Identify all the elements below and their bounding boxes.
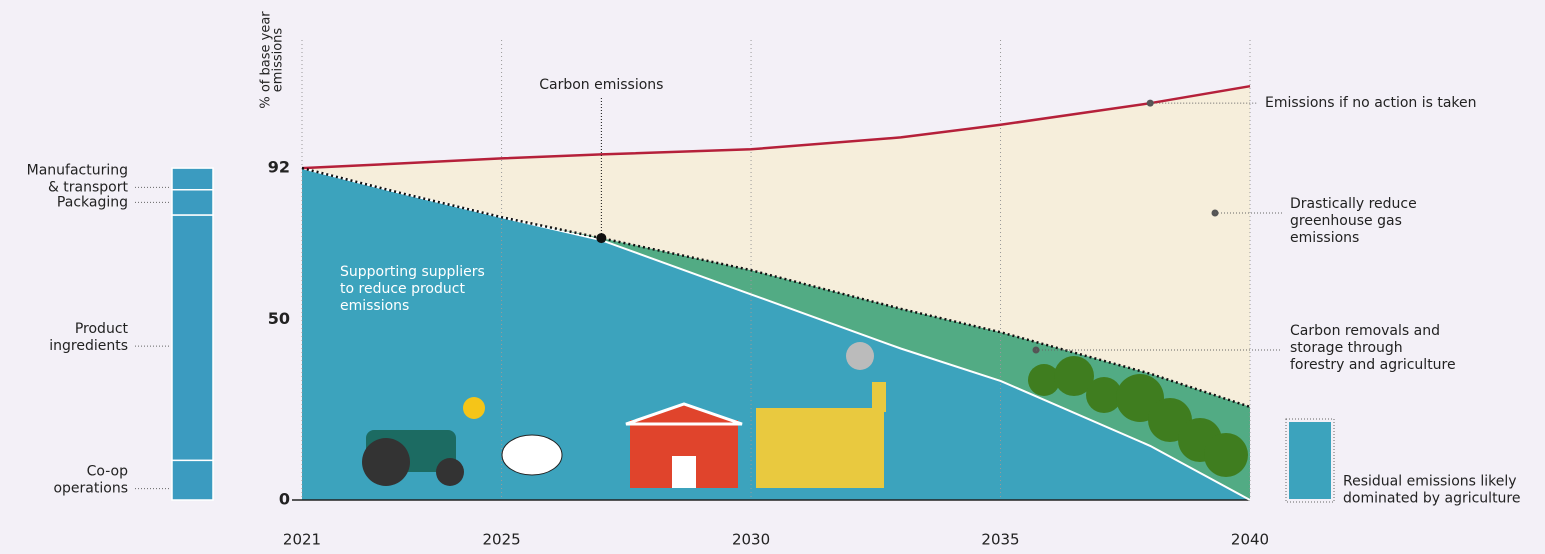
line [301,84,1251,170]
label-line: operations [53,481,128,497]
dot [596,233,607,244]
label-line: Residual emissions likely [1343,474,1517,490]
y-axis-label: % of base year [259,11,274,109]
trees [1028,356,1248,477]
chimney [872,382,886,412]
tractor-wheel [362,438,410,486]
label-line: Co-op [87,464,128,480]
y-axis-label: emissions [271,28,286,93]
label-line: emissions [340,298,409,314]
factory [756,408,884,488]
area-band [302,86,1250,407]
residual-frame [1285,418,1335,503]
y-tick-label: 92 [268,158,290,177]
label-line: Emissions if no action is taken [1265,95,1477,111]
x-tick-label: 2030 [732,531,770,549]
label-line: dominated by agriculture [1343,491,1521,507]
area-band [302,168,1250,500]
barn-door [672,456,696,488]
bar-segment [171,214,214,462]
label-line: greenhouse gas [1290,213,1402,229]
y-tick-label: 0 [279,490,290,509]
bar-segment [171,167,214,191]
label-line: & transport [48,179,129,195]
x-tick-label: 2021 [283,531,321,549]
label-line: Carbon removals and [1290,323,1440,339]
cow [501,434,563,476]
sun [463,397,485,419]
label-line: emissions [1290,230,1359,246]
label-line: storage through [1290,340,1403,356]
x-tick-label: 2025 [482,531,520,549]
label-line: forestry and agriculture [1290,357,1456,373]
bar-segment [171,459,214,501]
x-tick-label: 2035 [981,531,1019,549]
y-tick-label: 50 [268,309,290,328]
line [301,166,1251,409]
illustrations [362,342,1248,488]
tractor-wheel [436,458,464,486]
label-line: Packaging [57,194,128,210]
label-line: Product [75,321,129,337]
label-line: ingredients [49,338,128,354]
residual-box [1289,422,1331,499]
line [301,167,1251,501]
label-line: to reduce product [340,281,465,297]
barn-roof [625,402,743,426]
label-line: Manufacturing [27,162,128,178]
label-line: Supporting suppliers [340,264,485,280]
x-tick-label: 2040 [1231,531,1269,549]
bar-segment [171,188,214,216]
label-line: Carbon emissions [539,77,663,93]
label-line: Drastically reduce [1290,196,1417,212]
smoke [846,342,874,370]
